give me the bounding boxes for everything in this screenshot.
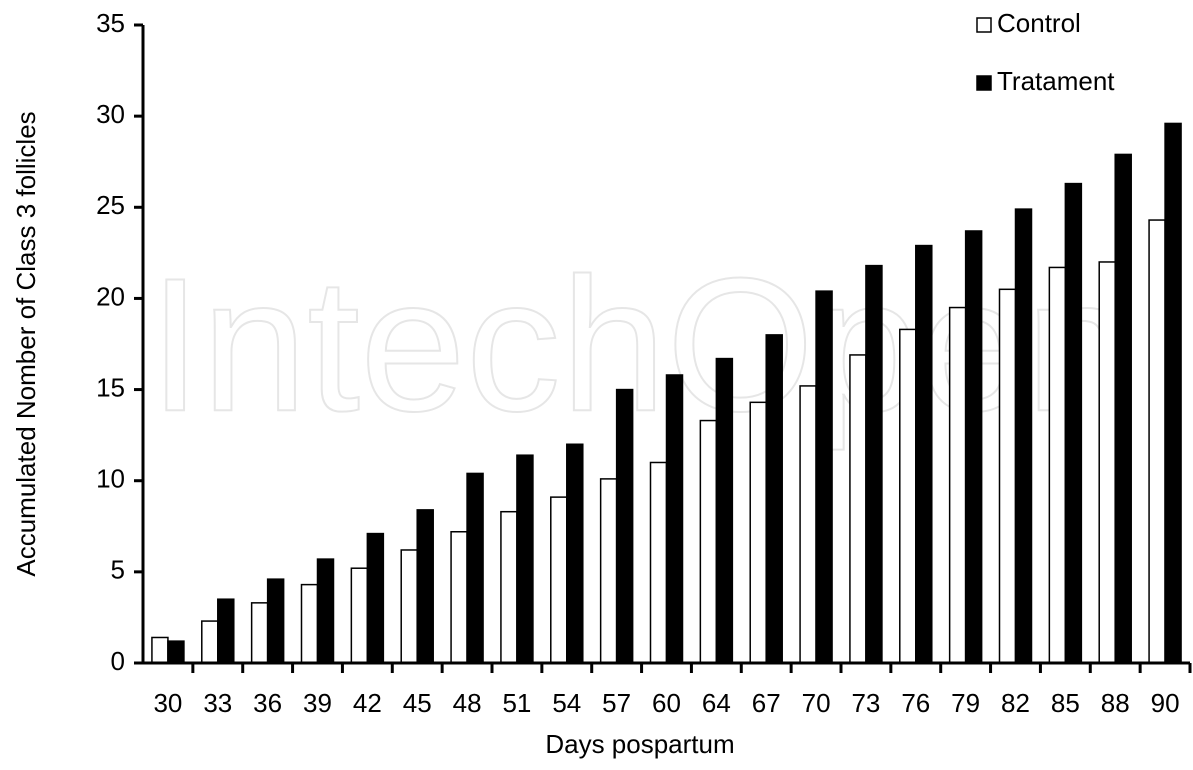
bar	[899, 328, 917, 664]
x-tick-label: 42	[353, 688, 382, 718]
bar	[1148, 219, 1166, 664]
bar	[715, 357, 734, 664]
bar	[815, 290, 833, 664]
y-tick-label: 15	[96, 372, 125, 402]
x-tick-label: 57	[602, 688, 631, 718]
bar	[201, 620, 219, 664]
bar	[450, 531, 468, 664]
bar	[1164, 122, 1182, 664]
bar	[964, 230, 983, 664]
x-tick-label: 79	[951, 688, 980, 718]
x-tick-label: 51	[502, 688, 531, 718]
y-axis-title: Accumulated Nomber of Class 3 follicles	[11, 111, 41, 576]
x-tick-label: 64	[702, 688, 731, 718]
x-tick-label: 70	[802, 688, 831, 718]
x-tick-label: 60	[652, 688, 681, 718]
x-tick-label: 30	[153, 688, 182, 718]
bar	[1098, 261, 1116, 664]
bar	[699, 419, 718, 664]
legend-label: Control	[997, 8, 1081, 38]
bar	[615, 388, 634, 664]
x-axis-title: Days pospartum	[545, 729, 734, 759]
y-tick-label: 30	[96, 99, 125, 129]
bar	[416, 509, 434, 664]
x-tick-label: 33	[203, 688, 232, 718]
bar	[865, 264, 883, 664]
legend-label: Tratament	[997, 66, 1115, 96]
y-tick-label: 20	[96, 281, 125, 311]
y-tick-label: 5	[111, 555, 125, 585]
y-tick-label: 10	[96, 464, 125, 494]
x-tick-label: 73	[851, 688, 880, 718]
x-tick-label: 82	[1001, 688, 1030, 718]
x-tick-label: 45	[403, 688, 432, 718]
bar	[250, 602, 269, 664]
x-tick-label: 85	[1051, 688, 1080, 718]
bar	[998, 288, 1017, 664]
bar	[316, 558, 335, 664]
x-tick-label: 36	[253, 688, 282, 718]
bar	[665, 374, 684, 664]
legend-swatch	[976, 75, 992, 91]
bar	[915, 244, 933, 664]
bar	[1114, 153, 1132, 664]
bar	[516, 454, 534, 664]
bar	[1014, 208, 1033, 664]
bar	[765, 334, 783, 664]
bar	[500, 510, 518, 664]
bar	[749, 401, 767, 664]
y-tick-label: 0	[111, 646, 125, 676]
x-tick-label: 48	[453, 688, 482, 718]
y-tick-label: 35	[96, 8, 125, 38]
x-tick-label: 76	[901, 688, 930, 718]
x-tick-label: 39	[303, 688, 332, 718]
bar	[266, 578, 285, 664]
bar	[300, 583, 319, 664]
bar	[566, 443, 584, 664]
bar	[366, 532, 385, 664]
x-tick-label: 67	[752, 688, 781, 718]
bar	[217, 598, 235, 664]
bar	[1064, 182, 1083, 664]
bar	[167, 640, 185, 664]
bar	[466, 472, 484, 664]
bar	[350, 567, 369, 664]
x-tick-label: 90	[1151, 688, 1180, 718]
bar	[151, 636, 169, 664]
x-tick-label: 88	[1101, 688, 1130, 718]
bar	[849, 354, 867, 664]
y-tick-label: 25	[96, 190, 125, 220]
bar	[400, 549, 418, 664]
bar	[948, 306, 967, 664]
bar	[599, 478, 618, 664]
legend-swatch	[976, 17, 992, 33]
bar	[550, 496, 568, 664]
bar	[1048, 266, 1067, 664]
bar	[649, 461, 668, 664]
watermark: IntechOpen	[149, 239, 1131, 451]
bar	[799, 385, 817, 664]
x-tick-label: 54	[552, 688, 581, 718]
